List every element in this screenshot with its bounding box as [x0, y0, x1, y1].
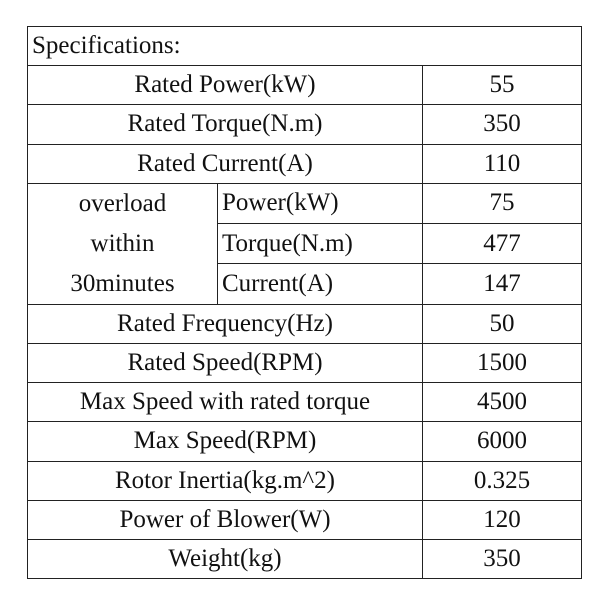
spec-value: 6000 — [421, 421, 583, 462]
spec-label: Rated Speed(RPM) — [27, 342, 423, 384]
overload-line: 30minutes — [70, 269, 175, 297]
table-row: Rated Speed(RPM) 1500 — [27, 342, 583, 384]
overload-label: overload within 30minutes — [27, 182, 218, 305]
spec-value: 350 — [421, 104, 583, 145]
table-row: Torque(N.m) 477 — [28, 223, 583, 265]
table-row: Current(A) 147 — [28, 263, 583, 305]
specifications-table: Specifications: Rated Power(kW) 55 Rated… — [26, 25, 583, 580]
table-row: Rated Current(A) 110 — [27, 143, 583, 184]
table-row: overload within 30minutes Power(kW) 75 — [27, 182, 583, 305]
spec-value: 147 — [421, 263, 583, 305]
spec-value: 120 — [421, 499, 583, 540]
spec-label: Torque(N.m) — [217, 223, 423, 265]
spec-label: Rated Power(kW) — [27, 65, 423, 106]
table-row: Rated Torque(N.m) 350 — [27, 104, 583, 145]
spec-label: Max Speed with rated torque — [27, 382, 423, 423]
table-header-row: Specifications: — [26, 25, 583, 67]
spec-label: Rated Frequency(Hz) — [27, 303, 423, 344]
table-row: Weight(kg) 350 — [27, 538, 583, 580]
spec-label: Rotor Inertia(kg.m^2) — [27, 460, 423, 501]
table-row: Power of Blower(W) 120 — [27, 499, 583, 540]
overload-line: within — [90, 229, 155, 257]
spec-value: 4500 — [421, 382, 583, 423]
table-row: Rotor Inertia(kg.m^2) 0.325 — [27, 460, 583, 501]
table-row: Max Speed(RPM) 6000 — [27, 421, 583, 462]
table-title: Specifications: — [26, 25, 583, 67]
spec-label: Weight(kg) — [27, 538, 423, 580]
spec-label: Rated Current(A) — [27, 143, 423, 184]
spec-label: Rated Torque(N.m) — [27, 104, 423, 145]
spec-label: Power of Blower(W) — [27, 499, 423, 540]
table-row: Max Speed with rated torque 4500 — [27, 382, 583, 423]
spec-value: 75 — [421, 182, 583, 225]
table-row: Rated Power(kW) 55 — [27, 65, 583, 106]
spec-label: Current(A) — [217, 263, 423, 305]
spec-value: 350 — [421, 538, 583, 580]
spec-value: 0.325 — [421, 460, 583, 501]
spec-value: 55 — [421, 65, 583, 106]
spec-value: 50 — [421, 303, 583, 344]
spec-label: Power(kW) — [217, 182, 423, 225]
table-row: Rated Frequency(Hz) 50 — [27, 303, 583, 344]
spec-value: 110 — [421, 143, 583, 184]
overload-line: overload — [78, 189, 167, 217]
spec-value: 477 — [421, 223, 583, 265]
spec-value: 1500 — [421, 342, 583, 384]
spec-label: Max Speed(RPM) — [27, 421, 423, 462]
